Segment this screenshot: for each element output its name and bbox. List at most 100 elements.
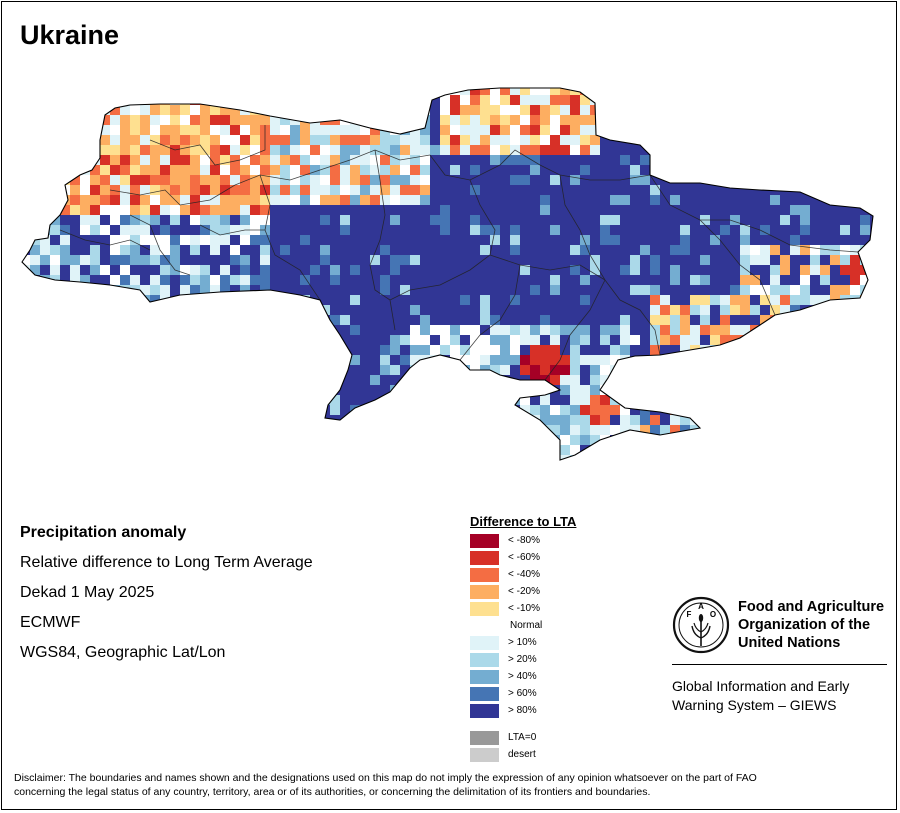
anomaly-cell xyxy=(730,245,740,255)
anomaly-cell xyxy=(50,175,60,185)
anomaly-cell xyxy=(410,205,420,215)
anomaly-cell xyxy=(550,225,560,235)
anomaly-cell xyxy=(460,145,470,155)
anomaly-cell xyxy=(40,115,50,125)
anomaly-cell xyxy=(620,105,630,115)
anomaly-cell xyxy=(590,225,600,235)
anomaly-cell xyxy=(580,295,590,305)
anomaly-cell xyxy=(290,165,300,175)
anomaly-cell xyxy=(640,335,650,345)
anomaly-cell xyxy=(800,115,810,125)
anomaly-cell xyxy=(310,345,320,355)
anomaly-cell xyxy=(220,435,230,445)
anomaly-cell xyxy=(160,325,170,335)
anomaly-cell xyxy=(50,265,60,275)
anomaly-cell xyxy=(190,275,200,285)
anomaly-cell xyxy=(620,455,630,460)
anomaly-cell xyxy=(230,265,240,275)
anomaly-cell xyxy=(350,295,360,305)
anomaly-cell xyxy=(710,165,720,175)
anomaly-cell xyxy=(560,405,570,415)
anomaly-cell xyxy=(200,185,210,195)
anomaly-cell xyxy=(740,165,750,175)
anomaly-cell xyxy=(50,285,60,295)
anomaly-cell xyxy=(110,365,120,375)
anomaly-cell xyxy=(420,125,430,135)
anomaly-cell xyxy=(300,345,310,355)
anomaly-cell xyxy=(70,315,80,325)
anomaly-cell xyxy=(460,355,470,365)
anomaly-cell xyxy=(290,285,300,295)
anomaly-cell xyxy=(360,165,370,175)
anomaly-cell xyxy=(290,245,300,255)
anomaly-cell xyxy=(810,105,820,115)
anomaly-cell xyxy=(490,105,500,115)
anomaly-cell xyxy=(480,235,490,245)
anomaly-cell xyxy=(22,315,30,325)
anomaly-cell xyxy=(780,115,790,125)
anomaly-cell xyxy=(780,165,790,175)
anomaly-cell xyxy=(720,105,730,115)
anomaly-cell xyxy=(630,205,640,215)
anomaly-cell xyxy=(180,345,190,355)
anomaly-cell xyxy=(700,415,710,425)
anomaly-cell xyxy=(360,275,370,285)
legend-label: < -80% xyxy=(508,535,540,546)
anomaly-cell xyxy=(420,385,430,395)
anomaly-cell xyxy=(110,115,120,125)
anomaly-cell xyxy=(150,345,160,355)
anomaly-cell xyxy=(510,155,520,165)
anomaly-cell xyxy=(770,245,780,255)
anomaly-cell xyxy=(540,445,550,455)
anomaly-cell xyxy=(180,88,190,95)
anomaly-cell xyxy=(640,185,650,195)
anomaly-cell xyxy=(790,425,800,435)
anomaly-cell xyxy=(190,125,200,135)
anomaly-cell xyxy=(850,355,860,365)
anomaly-cell xyxy=(470,145,480,155)
anomaly-cell xyxy=(780,185,790,195)
anomaly-cell xyxy=(110,175,120,185)
anomaly-cell xyxy=(420,345,430,355)
anomaly-cell xyxy=(440,255,450,265)
anomaly-cell xyxy=(410,355,420,365)
anomaly-cell xyxy=(560,305,570,315)
anomaly-cell xyxy=(80,395,90,405)
anomaly-cell xyxy=(130,415,140,425)
anomaly-cell xyxy=(630,255,640,265)
anomaly-cell xyxy=(770,125,780,135)
anomaly-cell xyxy=(370,305,380,315)
anomaly-cell xyxy=(530,135,540,145)
anomaly-cell xyxy=(80,355,90,365)
anomaly-cell xyxy=(310,165,320,175)
anomaly-cell xyxy=(170,395,180,405)
anomaly-cell xyxy=(680,455,690,460)
anomaly-cell xyxy=(590,315,600,325)
anomaly-cell xyxy=(560,425,570,435)
anomaly-cell xyxy=(440,235,450,245)
anomaly-cell xyxy=(80,295,90,305)
anomaly-cell xyxy=(510,275,520,285)
anomaly-cell xyxy=(770,375,780,385)
anomaly-cell xyxy=(290,345,300,355)
anomaly-cell xyxy=(600,205,610,215)
anomaly-cell xyxy=(530,215,540,225)
anomaly-cell xyxy=(170,405,180,415)
anomaly-cell xyxy=(190,165,200,175)
anomaly-cell xyxy=(100,245,110,255)
anomaly-cell xyxy=(580,235,590,245)
anomaly-cell xyxy=(680,195,690,205)
anomaly-cell xyxy=(22,185,30,195)
anomaly-cell xyxy=(210,385,220,395)
anomaly-cell xyxy=(90,315,100,325)
anomaly-cell xyxy=(810,175,820,185)
anomaly-cell xyxy=(360,285,370,295)
anomaly-cell xyxy=(500,285,510,295)
anomaly-cell xyxy=(440,115,450,125)
anomaly-cell xyxy=(460,405,470,415)
anomaly-cell xyxy=(130,175,140,185)
anomaly-cell xyxy=(390,155,400,165)
anomaly-cell xyxy=(470,135,480,145)
anomaly-cell xyxy=(760,125,770,135)
anomaly-cell xyxy=(570,315,580,325)
